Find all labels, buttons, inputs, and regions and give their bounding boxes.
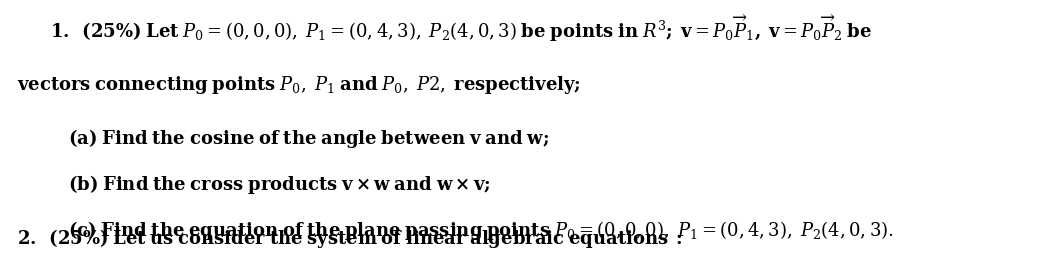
- Text: $\mathbf{(c)\;Find\;the\;equation\;of\;the\;plane\;passing\;points}\;P_0 = (0,0,: $\mathbf{(c)\;Find\;the\;equation\;of\;t…: [68, 219, 893, 242]
- Text: $\mathbf{(a)\;Find\;the\;cosine\;of\;the\;angle\;between\;v\;and\;w;}$: $\mathbf{(a)\;Find\;the\;cosine\;of\;the…: [68, 127, 549, 150]
- Text: $\mathbf{(b)\;Find\;the\;cross\;products\;v \times w\;and\;w \times v;}$: $\mathbf{(b)\;Find\;the\;cross\;products…: [68, 173, 490, 196]
- Text: $\mathbf{1.}\;\;\mathbf{(25\%)\;Let}\;P_0 = (0,0,0),\;P_1 = (0,4,3),\;P_2(4,0,3): $\mathbf{1.}\;\;\mathbf{(25\%)\;Let}\;P_…: [50, 12, 872, 44]
- Text: $\mathbf{2.\;\;(25\%)\;Let\;us\;consider\;the\;system\;of\;linear\;algebraic\;eq: $\mathbf{2.\;\;(25\%)\;Let\;us\;consider…: [17, 227, 682, 250]
- Text: $\mathbf{vectors\;connecting\;points}\;P_0,\;P_1\;\mathbf{and}\;P_0,\;P2,\;\math: $\mathbf{vectors\;connecting\;points}\;P…: [17, 74, 581, 96]
